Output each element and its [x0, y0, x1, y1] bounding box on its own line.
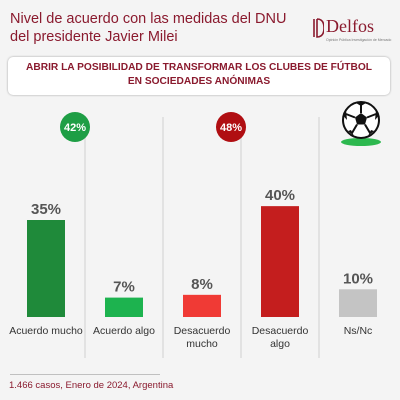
footer-divider	[10, 374, 160, 375]
bar-ns-nc	[339, 289, 377, 317]
category-label-ns-nc: Ns/Nc	[344, 325, 373, 337]
chart-title: Nivel de acuerdo con las medidas del DNU…	[10, 11, 287, 45]
logo-tagline: Opinión Pública Investigación de Mercado	[326, 38, 392, 42]
category-label-desacuerdo-mucho: Desacuerdo mucho	[174, 325, 231, 350]
bar-acuerdo-mucho	[27, 220, 65, 317]
group-total-badge	[216, 112, 246, 142]
category-label-acuerdo-algo: Acuerdo algo	[93, 325, 155, 337]
chart-subtitle: ABRIR LA POSIBILIDAD DE TRANSFORMAR LOS …	[8, 57, 390, 95]
delfos-logo: Delfos Opinión Pública Investigación de …	[312, 16, 392, 48]
bar-desacuerdo-algo	[261, 206, 299, 317]
category-label-acuerdo-mucho: Acuerdo mucho	[9, 325, 83, 337]
value-label-desacuerdo-mucho: 8%	[191, 276, 213, 293]
category-label-desacuerdo-algo: Desacuerdo algo	[252, 325, 309, 350]
group-total-badge	[60, 112, 90, 142]
group-total-label: 42%	[64, 122, 86, 134]
bar-desacuerdo-mucho	[183, 294, 221, 317]
value-label-acuerdo-algo: 7%	[113, 279, 135, 296]
logo-text: Delfos	[326, 16, 374, 36]
logo-mark-icon	[313, 18, 324, 38]
value-label-acuerdo-mucho: 35%	[31, 201, 61, 218]
value-label-desacuerdo-algo: 40%	[265, 187, 295, 204]
soccer-ball-icon	[341, 101, 381, 146]
footer-note: 1.466 casos, Enero de 2024, Argentina	[9, 380, 174, 391]
bar-acuerdo-algo	[105, 297, 143, 317]
group-total-label: 48%	[220, 122, 242, 134]
bar-chart: 35% Acuerdo mucho 7% Acuerdo algo 8% Desacuer…	[9, 112, 377, 358]
value-label-ns-nc: 10%	[343, 270, 373, 287]
